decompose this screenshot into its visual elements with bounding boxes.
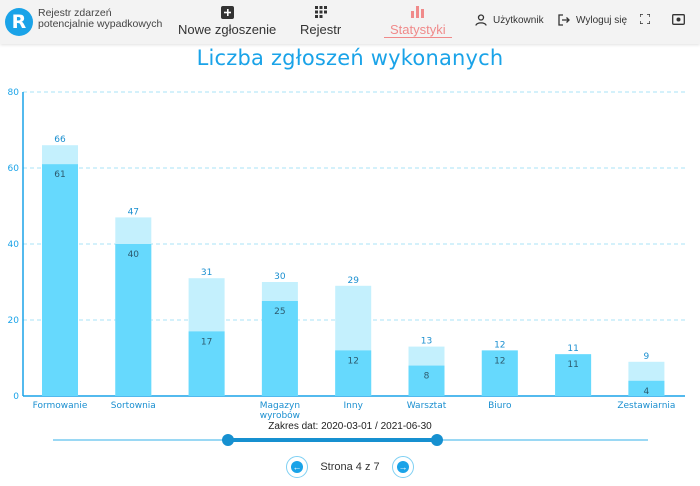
bar-chart: 0 20 40 60 80 66 61 Formowanie 47 40 Sortownia 31 17… bbox=[8, 88, 685, 420]
user-label: Użytkownik bbox=[493, 14, 544, 26]
grid-icon bbox=[300, 6, 341, 21]
y-tick-label: 60 bbox=[8, 164, 20, 174]
bar-completed bbox=[628, 380, 665, 396]
data-label-total: 30 bbox=[274, 272, 286, 282]
data-label-completed: 8 bbox=[424, 372, 430, 382]
data-label-completed: 61 bbox=[54, 170, 65, 180]
nav-register-label: Rejestr bbox=[300, 22, 342, 37]
top-bar: R Rejestr zdarzeń potencjalnie wypadkowy… bbox=[0, 0, 700, 44]
y-tick-label: 40 bbox=[8, 240, 20, 250]
x-tick-label: wyrobów bbox=[260, 410, 300, 420]
bar-completed bbox=[408, 365, 445, 396]
arrow-left-icon: ← bbox=[291, 461, 303, 473]
x-tick-label: Warsztat bbox=[407, 401, 447, 411]
x-tick-label: Formowanie bbox=[33, 401, 88, 411]
chart-title: Liczba zgłoszeń wykonanych bbox=[196, 46, 504, 70]
data-label-total: 12 bbox=[494, 340, 505, 350]
app-logo[interactable]: R bbox=[5, 8, 33, 36]
previous-page-button[interactable]: ← bbox=[286, 456, 308, 478]
date-slider-range bbox=[228, 438, 437, 442]
data-label-completed: 12 bbox=[347, 356, 358, 366]
data-label-completed: 40 bbox=[128, 250, 140, 260]
fullscreen-icon bbox=[640, 14, 650, 24]
y-tick-label: 20 bbox=[8, 316, 20, 326]
nav-new-report[interactable]: Nowe zgłoszenie bbox=[178, 6, 276, 37]
data-label-total: 9 bbox=[644, 352, 650, 362]
data-label-completed: 12 bbox=[494, 356, 505, 366]
x-tick-label: Zestawiarnia bbox=[617, 401, 675, 411]
data-label-completed: 17 bbox=[201, 337, 212, 347]
user-menu[interactable]: Użytkownik bbox=[475, 14, 544, 26]
x-tick-label: Inny bbox=[344, 401, 364, 411]
logout-icon bbox=[558, 14, 570, 26]
page-indicator: Strona 4 z 7 bbox=[320, 461, 380, 473]
data-label-completed: 4 bbox=[644, 387, 650, 397]
data-label-total: 66 bbox=[54, 135, 66, 145]
date-range-label: Zakres dat: 2020-03-01 / 2021-06-30 bbox=[268, 421, 432, 432]
person-icon bbox=[475, 14, 487, 26]
bar-chart-icon bbox=[384, 6, 452, 21]
bar-completed bbox=[555, 354, 592, 396]
bar-completed bbox=[335, 350, 372, 396]
next-page-button[interactable]: → bbox=[392, 456, 414, 478]
app-title: Rejestr zdarzeń potencjalnie wypadkowych bbox=[38, 8, 162, 30]
bar-completed bbox=[261, 301, 298, 396]
bar-completed bbox=[481, 350, 518, 396]
nav-register[interactable]: Rejestr bbox=[300, 6, 341, 37]
currency-button[interactable] bbox=[672, 14, 691, 25]
bar-completed bbox=[115, 244, 152, 396]
date-slider-end-handle[interactable] bbox=[431, 434, 443, 446]
data-label-total: 47 bbox=[128, 207, 139, 217]
y-tick-label: 0 bbox=[13, 392, 19, 402]
data-label-total: 13 bbox=[421, 337, 432, 347]
nav-statistics-label: Statystyki bbox=[384, 22, 452, 38]
data-label-total: 29 bbox=[347, 276, 359, 286]
app-title-line1: Rejestr zdarzeń bbox=[38, 7, 112, 19]
nav-statistics[interactable]: Statystyki bbox=[384, 6, 452, 38]
money-icon bbox=[672, 14, 685, 25]
data-label-total: 11 bbox=[567, 344, 578, 354]
app-title-line2: potencjalnie wypadkowych bbox=[38, 18, 163, 30]
add-box-icon bbox=[178, 6, 276, 21]
logout-label: Wyloguj się bbox=[576, 14, 628, 26]
data-label-completed: 25 bbox=[274, 307, 285, 317]
bar-completed bbox=[188, 331, 225, 396]
data-label-completed: 11 bbox=[567, 360, 578, 370]
app-logo-letter: R bbox=[11, 11, 27, 33]
x-tick-label: Biuro bbox=[488, 401, 512, 411]
x-tick-label: Magazyn bbox=[260, 401, 300, 411]
date-slider-start-handle[interactable] bbox=[222, 434, 234, 446]
fullscreen-button[interactable] bbox=[640, 14, 656, 24]
y-tick-label: 80 bbox=[8, 88, 20, 98]
logout-button[interactable]: Wyloguj się bbox=[558, 14, 627, 26]
nav-new-report-label: Nowe zgłoszenie bbox=[178, 22, 277, 37]
bar-completed bbox=[42, 164, 78, 396]
x-tick-label: Sortownia bbox=[111, 401, 156, 411]
arrow-right-icon: → bbox=[397, 461, 409, 473]
data-label-total: 31 bbox=[201, 268, 212, 278]
